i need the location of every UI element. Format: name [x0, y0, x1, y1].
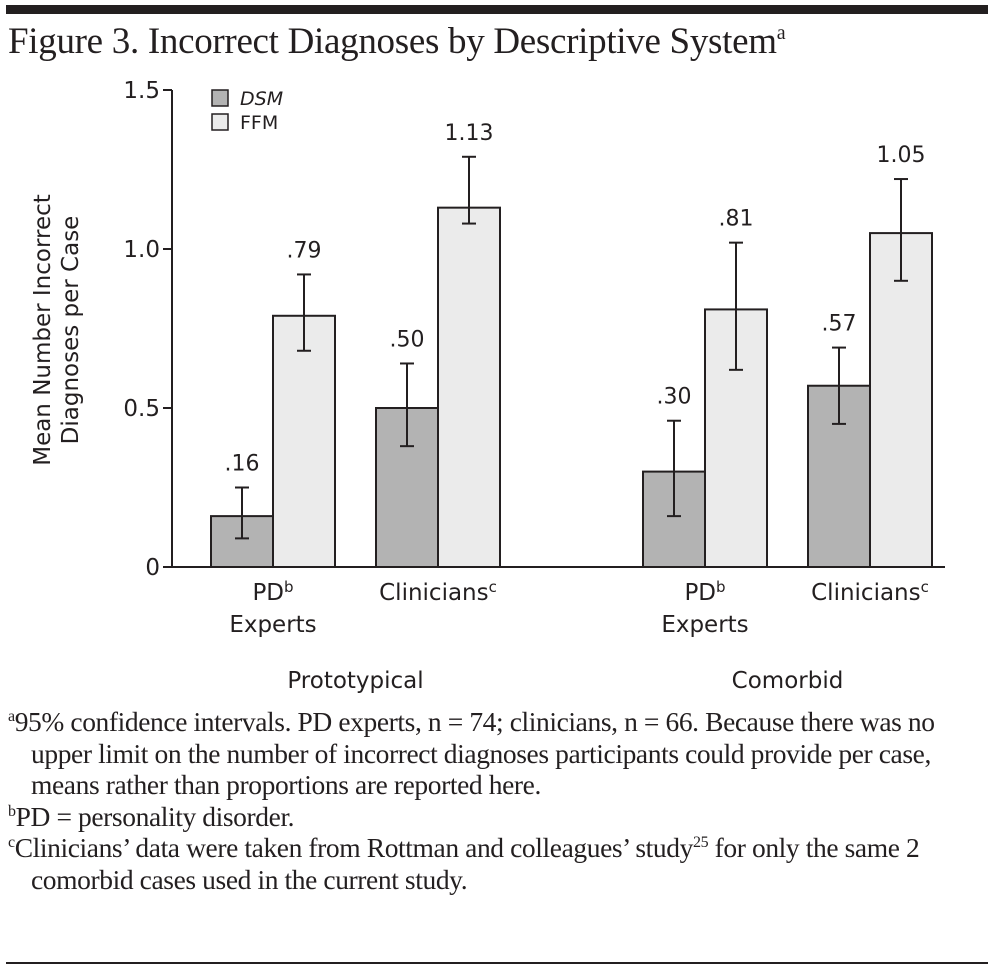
- footnote-a-text: 95% confidence intervals. PD experts, n …: [14, 706, 935, 800]
- bar-ffm: [437, 206, 501, 568]
- category-label: PDb: [252, 578, 293, 606]
- category-label-line2: Experts: [229, 612, 316, 638]
- category-label: Cliniciansc: [379, 578, 497, 606]
- data-label: .81: [719, 207, 754, 232]
- category-label-sup: b: [284, 578, 294, 596]
- data-label: 1.05: [877, 143, 926, 168]
- top-rule: [6, 5, 988, 14]
- footnote-c-text-cont: for only the same 2 comorbid cases used …: [31, 832, 920, 895]
- legend-swatch-ffm: [211, 113, 229, 131]
- bar-ffm: [869, 232, 933, 568]
- y-tick-label: 1.0: [123, 237, 160, 263]
- category-label-line2: Experts: [661, 612, 748, 638]
- figure-title: Figure 3. Incorrect Diagnoses by Descrip…: [8, 20, 786, 63]
- legend-swatch-dsm: [211, 89, 229, 107]
- y-tick-label: 0.5: [123, 396, 160, 422]
- footnote-b-marker: b: [8, 802, 16, 820]
- bar-chart: 0 0.5 1.0 1.5 Mean Number IncorrectDiagnoses…: [30, 78, 945, 694]
- category-label-sup: b: [716, 578, 726, 596]
- legend-label-dsm: DSM: [240, 88, 283, 110]
- footnote-b-text: PD = personality disorder.: [15, 800, 295, 832]
- bar-ffm: [272, 314, 336, 568]
- footnote-a-marker: a: [8, 708, 15, 725]
- figure-title-footnote-marker: a: [776, 22, 786, 44]
- data-label: .79: [287, 238, 322, 263]
- y-tick-label: 0: [145, 555, 160, 581]
- footnote-b: bPD = personality disorder.: [8, 801, 988, 833]
- category-label-sup: c: [489, 578, 497, 596]
- data-label: .16: [225, 452, 260, 477]
- category-label-sup: c: [921, 578, 929, 596]
- y-tick-label: 1.5: [123, 78, 160, 104]
- y-axis-label-line: Diagnoses per Case: [58, 216, 84, 445]
- footnote-c: cClinicians’ data were taken from Rottma…: [8, 832, 988, 895]
- figure-title-text: Figure 3. Incorrect Diagnoses by Descrip…: [8, 21, 777, 62]
- footnote-a: a95% confidence intervals. PD experts, n…: [8, 706, 988, 801]
- y-axis-label-line: Mean Number Incorrect: [30, 194, 56, 466]
- bottom-rule: [6, 962, 988, 964]
- group-label: Comorbid: [732, 668, 844, 694]
- group-label: Prototypical: [287, 668, 423, 694]
- footnotes: a95% confidence intervals. PD experts, n…: [8, 706, 988, 895]
- data-label: .50: [390, 327, 425, 352]
- category-label: PDb: [684, 578, 725, 606]
- footnote-c-reference: 25: [692, 834, 709, 851]
- data-label: 1.13: [445, 121, 494, 146]
- data-label: .30: [657, 385, 692, 410]
- footnote-c-text: Clinicians’ data were taken from Rottman…: [14, 832, 694, 863]
- data-label: .57: [822, 312, 857, 337]
- footnote-c-marker: c: [8, 834, 15, 851]
- category-label-text: PD: [252, 580, 284, 606]
- y-axis-label: Mean Number IncorrectDiagnoses per Case: [30, 194, 84, 466]
- legend-label-ffm: FFM: [240, 112, 278, 134]
- category-label-text: PD: [684, 580, 716, 606]
- category-label-text: Clinicians: [811, 580, 921, 606]
- category-label-text: Clinicians: [379, 580, 489, 606]
- category-label: Cliniciansc: [811, 578, 929, 606]
